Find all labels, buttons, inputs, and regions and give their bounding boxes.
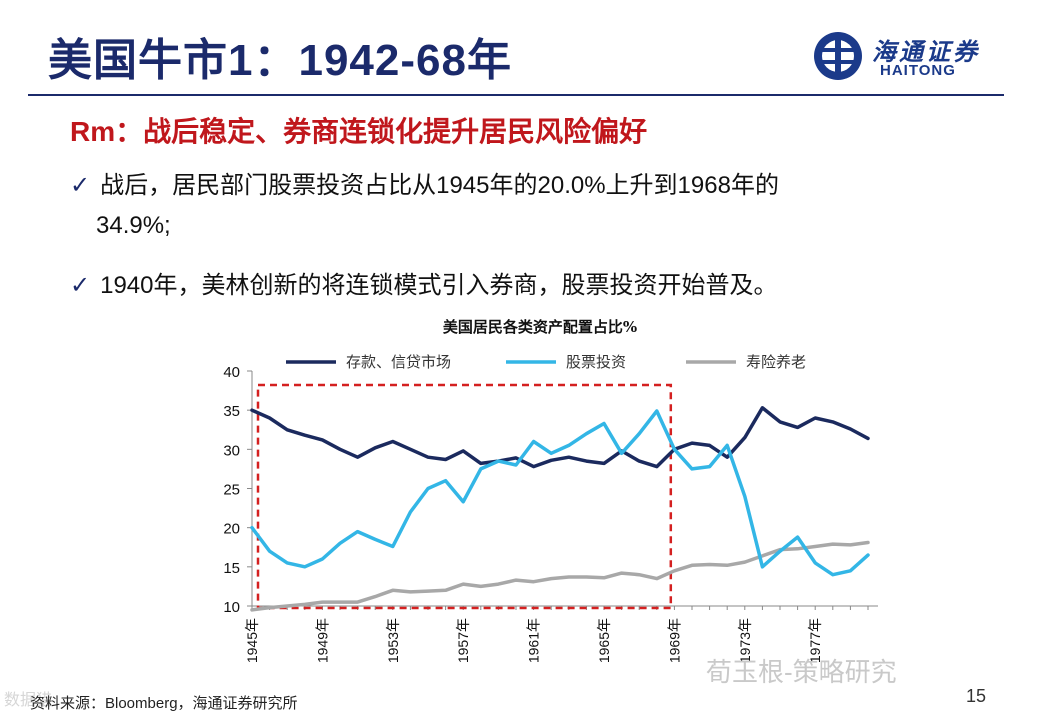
x-tick-label: 1961年: [526, 618, 542, 663]
x-tick-label: 1957年: [455, 618, 471, 663]
y-tick-label: 25: [223, 482, 240, 499]
chart-title: 美国居民各类资产配置占比%: [443, 318, 637, 336]
x-tick-label: 1949年: [314, 618, 330, 663]
highlight-box: [256, 383, 673, 610]
x-tick-label: 1945年: [244, 618, 260, 663]
series-line-deposit: [250, 406, 870, 469]
watermark-left: 数据猎: [4, 692, 53, 709]
subtitle: Rm：战后稳定、券商连锁化提升居民风险偏好: [70, 116, 648, 147]
x-tick-label: 1977年: [807, 618, 823, 663]
logo-english-text: HAITONG: [880, 62, 956, 79]
wechat-watermark: 荀玉根-策略研究: [706, 657, 897, 687]
y-tick-label: 40: [223, 364, 240, 381]
bullet-2-text: 1940年，美林创新的将连锁模式引入券商，股票投资开始普及。: [100, 272, 778, 299]
x-tick-label: 1973年: [737, 618, 753, 663]
page-number: 15: [966, 686, 987, 706]
x-tick-label: 1969年: [666, 618, 682, 663]
logo-chinese-text: 海通证券: [872, 39, 980, 66]
haitong-logo: 海通证券 HAITONG: [812, 30, 1012, 82]
page-title: 美国牛市1：1942-68年: [48, 36, 512, 85]
bullet-1-text: 战后，居民部门股票投资占比从1945年的20.0%上升到1968年的: [100, 172, 779, 199]
legend-label-insurance: 寿险养老: [746, 353, 806, 371]
x-tick-label: 1965年: [596, 618, 612, 663]
x-tick-label: 1953年: [385, 618, 401, 663]
bullet-1-continued: 34.9%;: [96, 212, 171, 239]
check-icon: ✓: [70, 172, 91, 199]
source-note: 资料来源：Bloomberg，海通证券研究所: [30, 695, 298, 712]
series-line-stock: [250, 409, 870, 577]
legend-label-stock: 股票投资: [566, 353, 626, 371]
haitong-logo-icon: [814, 32, 862, 80]
y-tick-label: 10: [223, 599, 240, 616]
y-tick-label: 15: [223, 560, 240, 577]
title-divider: [28, 94, 1004, 96]
y-tick-label: 30: [223, 442, 240, 459]
y-tick-label: 20: [223, 521, 240, 538]
series-line-insurance: [250, 540, 870, 612]
check-icon: ✓: [70, 272, 91, 299]
bullet-1: ✓ 战后，居民部门股票投资占比从1945年的20.0%上升到1968年的: [70, 166, 970, 206]
y-tick-label: 35: [223, 403, 240, 420]
bullet-2: ✓ 1940年，美林创新的将连锁模式引入券商，股票投资开始普及。: [70, 266, 970, 306]
legend-label-deposit: 存款、信贷市场: [346, 353, 451, 371]
